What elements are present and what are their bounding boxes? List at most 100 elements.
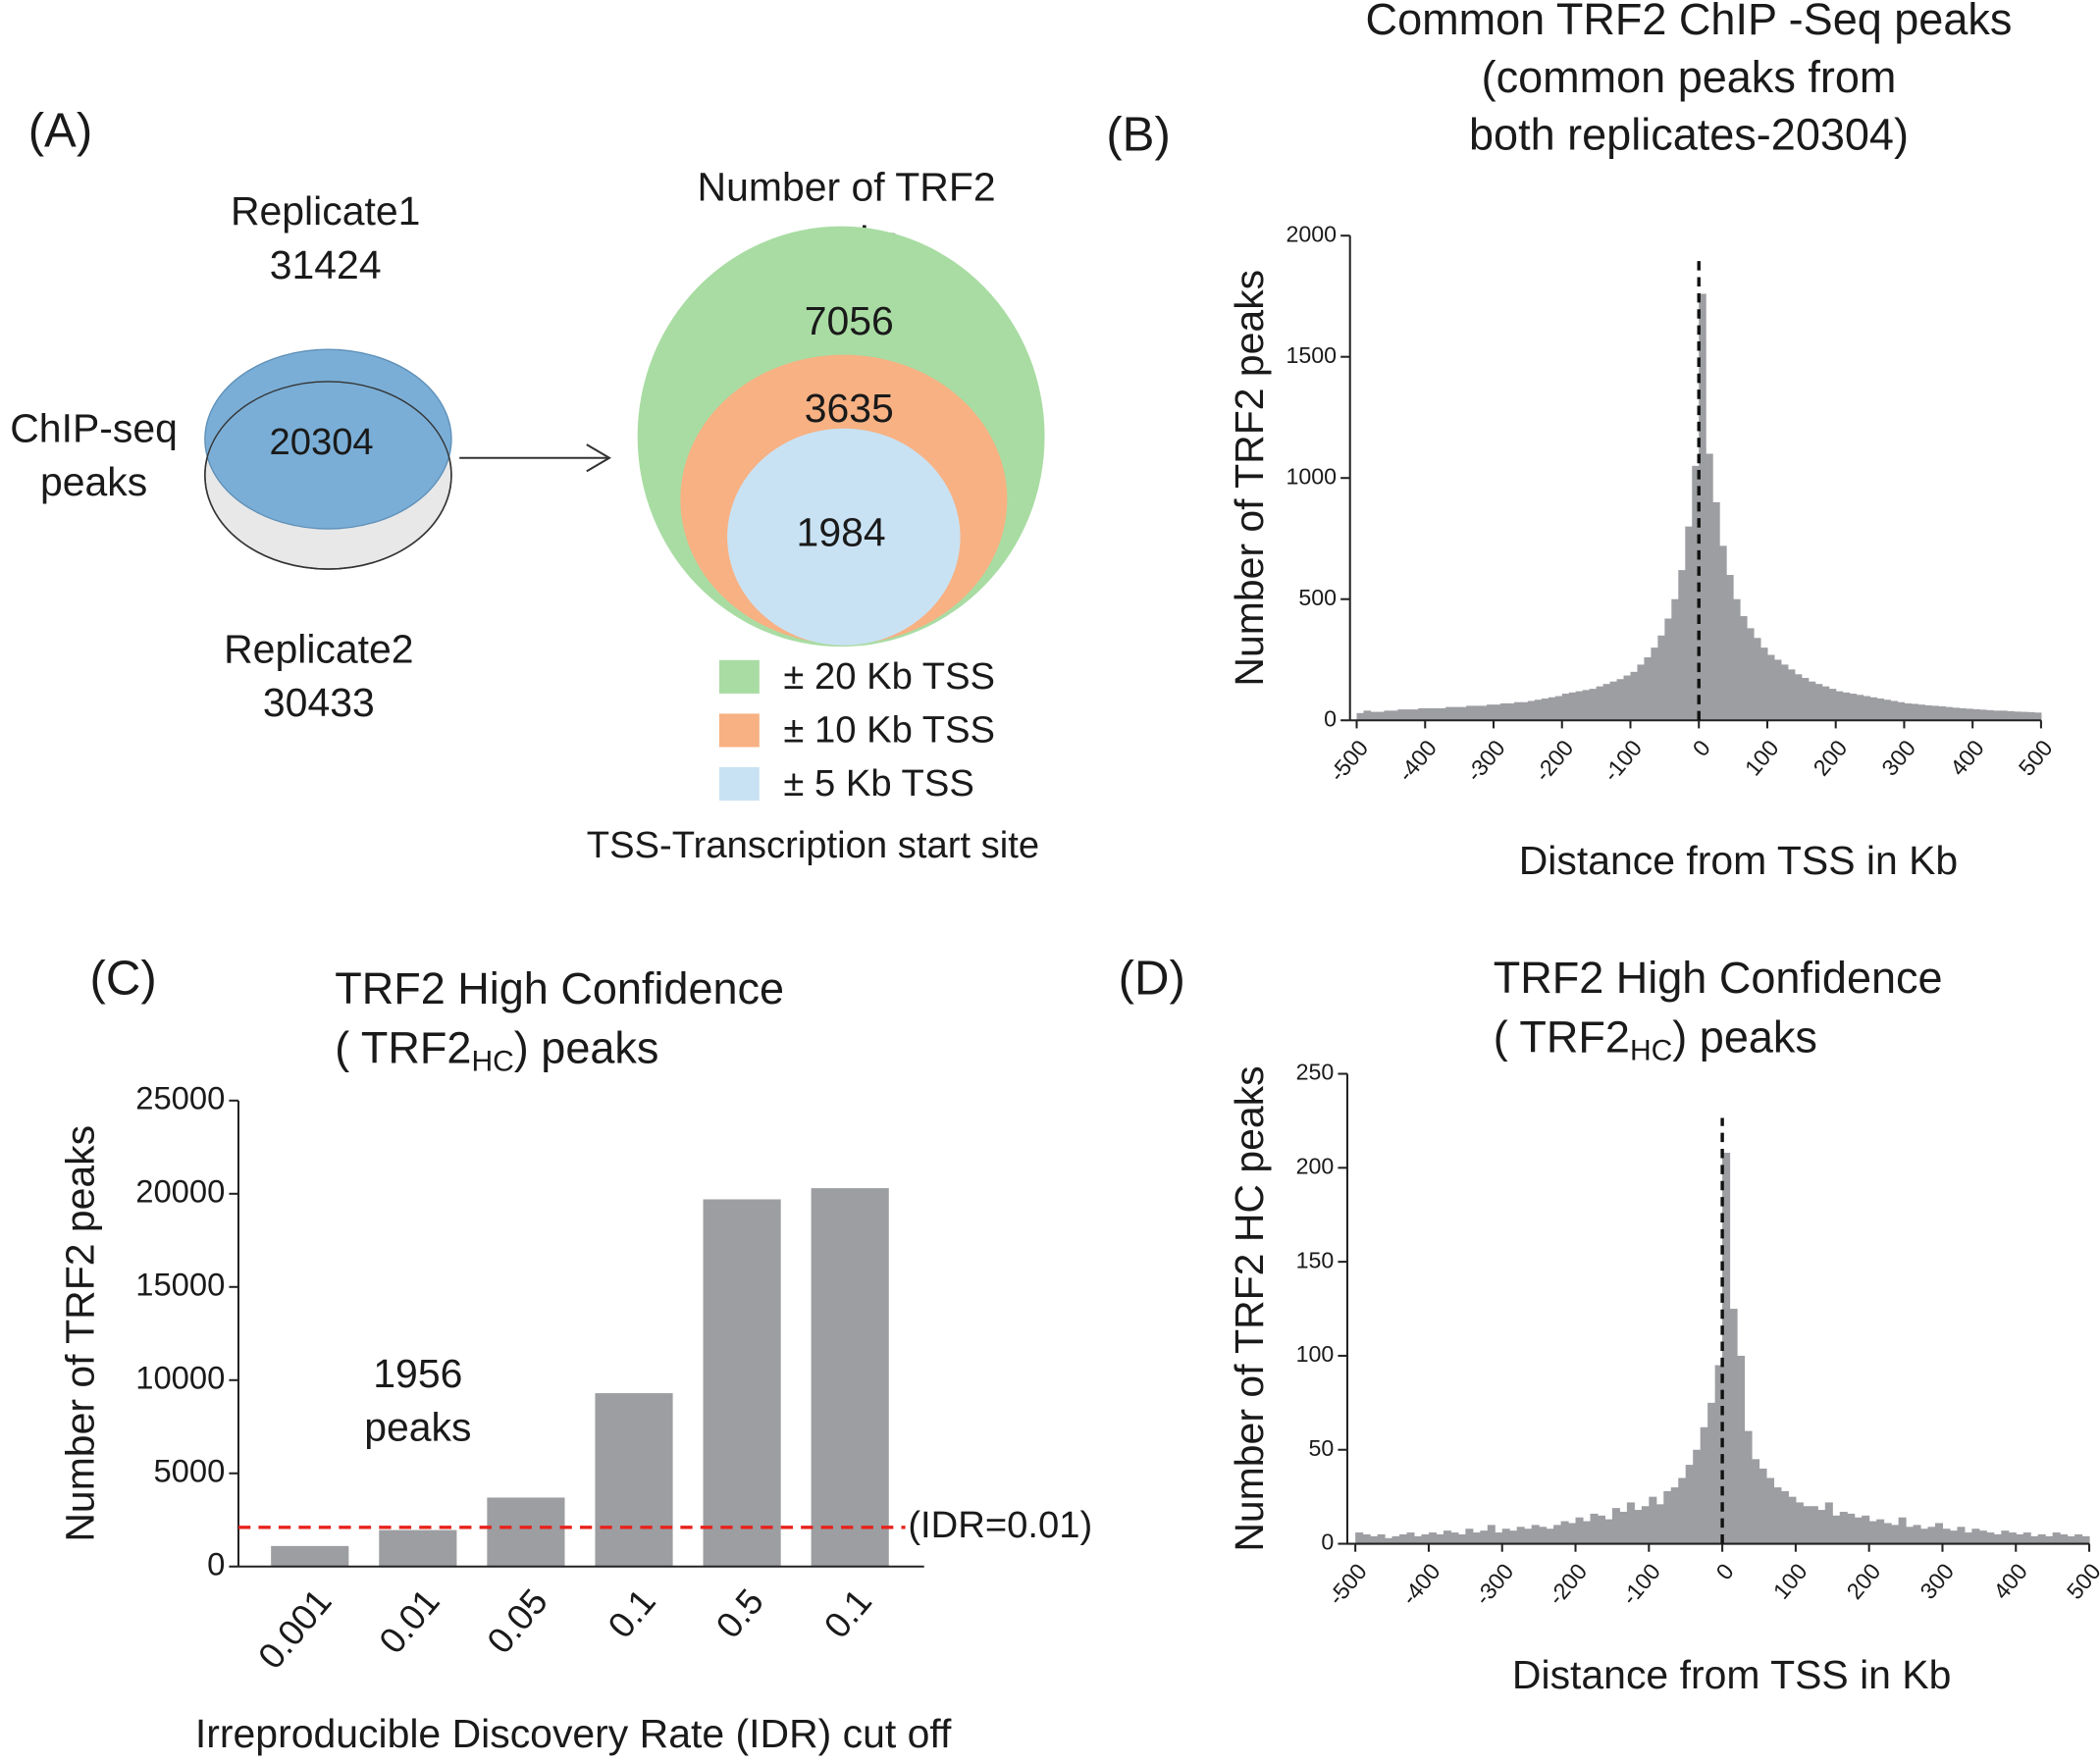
histogram-bar xyxy=(1869,697,1878,721)
histogram-bar xyxy=(1904,702,1912,721)
histogram-bar xyxy=(1828,689,1837,721)
histogram-bar xyxy=(1938,705,1946,721)
histogram-bar xyxy=(1480,1530,1489,1544)
y-tick-label: 25000 xyxy=(135,1079,225,1115)
histogram-bar xyxy=(1634,1510,1643,1544)
legend-swatch xyxy=(718,713,760,748)
histogram-bar xyxy=(1972,708,1980,721)
histogram-bar xyxy=(1678,1477,1687,1544)
chart-title: (common peaks from xyxy=(1482,52,1897,102)
histogram-bar xyxy=(2074,1533,2083,1544)
histogram-bar xyxy=(1501,1529,1510,1544)
x-axis-label: Distance from TSS in Kb xyxy=(1519,838,1958,883)
bar xyxy=(703,1199,781,1567)
histogram-bar xyxy=(1898,1517,1907,1544)
reference-label: (IDR=0.01) xyxy=(908,1504,1092,1546)
histogram-bar xyxy=(2001,1530,2010,1544)
histogram-bar xyxy=(1541,698,1549,721)
chart-subtitle: ( TRF2HC) peaks xyxy=(335,1022,658,1077)
histogram-bar xyxy=(1906,1527,1915,1544)
histogram-bar xyxy=(1801,678,1810,721)
histogram-bar xyxy=(2020,711,2028,721)
set-name: Replicate1 xyxy=(231,188,420,233)
histogram-bar xyxy=(1425,707,1433,721)
histogram-bar xyxy=(1657,635,1665,721)
histogram-bar xyxy=(1546,1529,1554,1544)
histogram-bar xyxy=(2016,1533,2024,1544)
histogram-bar xyxy=(1404,709,1412,721)
histogram-bar xyxy=(1759,648,1768,721)
histogram-bar xyxy=(1678,570,1686,721)
histogram-bar xyxy=(1487,1525,1496,1544)
histogram-bar xyxy=(2045,1535,2054,1544)
histogram-bar xyxy=(1835,691,1844,721)
histogram-bar xyxy=(1534,700,1543,721)
y-tick-label: 20000 xyxy=(135,1172,225,1209)
histogram-bar xyxy=(2000,710,2008,721)
histogram-bar xyxy=(1876,698,1885,721)
histogram-bar xyxy=(1931,705,1939,721)
panel-label: (B) xyxy=(1106,109,1170,162)
histogram-bar xyxy=(1589,689,1598,721)
histogram-bar xyxy=(1952,707,1960,721)
histogram-bar xyxy=(1733,598,1741,721)
x-axis-label: Distance from TSS in Kb xyxy=(1512,1652,1951,1697)
histogram-bar xyxy=(1821,686,1830,721)
histogram-bar xyxy=(1609,681,1618,721)
subtitle-tail: ) peaks xyxy=(1672,1011,1817,1062)
histogram-bar xyxy=(1700,1426,1708,1544)
nested-value: 7056 xyxy=(805,298,894,343)
chart-title: both replicates-20304) xyxy=(1469,109,1909,159)
histogram-bar xyxy=(1494,704,1501,721)
legend-label: ± 5 Kb TSS xyxy=(783,762,973,804)
panel-label: (D) xyxy=(1119,952,1185,1005)
histogram-bar xyxy=(1714,1365,1723,1544)
histogram-bar xyxy=(1863,696,1871,721)
histogram-bar xyxy=(1817,1510,1826,1544)
histogram-bar xyxy=(1590,1513,1599,1544)
histogram-bar xyxy=(1644,657,1652,721)
histogram-bar xyxy=(1406,1532,1415,1544)
histogram-bar xyxy=(2030,1535,2039,1544)
histogram-bar xyxy=(2060,1533,2069,1544)
histogram-bar xyxy=(1897,701,1905,721)
histogram-bar xyxy=(1384,710,1391,721)
panel-label: (C) xyxy=(89,952,156,1005)
legend-swatch xyxy=(718,766,760,802)
histogram-bar xyxy=(1993,1533,2002,1544)
histogram-bar xyxy=(1706,453,1713,721)
histogram-bar xyxy=(1920,1529,1929,1544)
histogram-bar xyxy=(1979,709,1987,721)
histogram-bar xyxy=(1924,704,1932,721)
histogram-bar xyxy=(1891,1525,1900,1544)
histogram-bar xyxy=(1377,1533,1386,1544)
subtitle-tail: ) peaks xyxy=(514,1022,659,1072)
histogram-bar xyxy=(2037,1533,2046,1544)
y-tick-label: 15000 xyxy=(135,1266,225,1302)
nested-value: 1984 xyxy=(797,510,886,555)
histogram-bar xyxy=(1766,654,1775,721)
histogram-bar xyxy=(1740,616,1748,721)
histogram-bar xyxy=(1495,1532,1503,1544)
histogram-bar xyxy=(1712,501,1720,721)
legend-swatch xyxy=(718,659,760,694)
histogram-bar xyxy=(1942,1529,1951,1544)
histogram-bar xyxy=(1391,1535,1400,1544)
subtitle-text: ( TRF2 xyxy=(1494,1011,1630,1062)
histogram-bar xyxy=(1856,695,1864,721)
histogram-bar xyxy=(1747,628,1755,721)
bar xyxy=(271,1545,349,1567)
histogram-bar xyxy=(1355,1532,1364,1544)
histogram-bar xyxy=(1499,702,1508,721)
histogram-bar xyxy=(1986,1532,1995,1544)
histogram-bar xyxy=(1637,664,1645,721)
histogram-bar xyxy=(1436,1533,1444,1544)
bar xyxy=(379,1529,457,1567)
histogram-bar xyxy=(1356,712,1365,721)
nested-title: Number of TRF2 xyxy=(698,165,996,210)
histogram-bar xyxy=(1459,706,1467,721)
histogram-bar xyxy=(1391,710,1398,721)
histogram-bar xyxy=(1466,705,1474,721)
histogram-bar xyxy=(2081,1535,2090,1544)
